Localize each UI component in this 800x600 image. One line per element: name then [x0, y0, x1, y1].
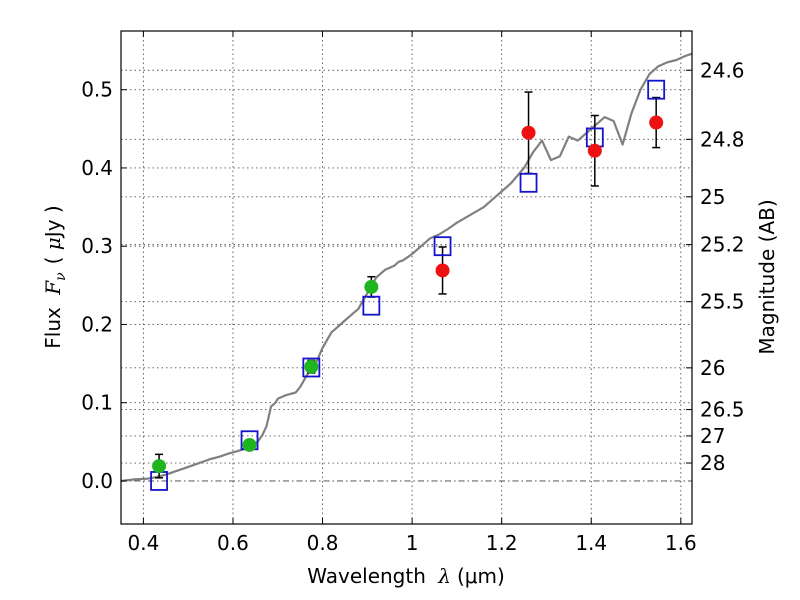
x-tick-label: 0.4	[127, 531, 159, 555]
model-spectrum-line	[121, 52, 692, 483]
flux-point	[364, 279, 379, 294]
model-photometry-square	[647, 79, 666, 100]
x-tick-label: 1.2	[486, 531, 518, 555]
observed-flux-points	[152, 115, 664, 474]
flux-point	[649, 115, 664, 130]
flux-point	[435, 263, 450, 278]
flux-point	[521, 125, 536, 140]
y-tick-label: 0.4	[81, 156, 113, 180]
y-tick-label: 0.0	[81, 469, 113, 493]
model-photometry-square	[433, 236, 452, 257]
mag-tick-label: 24.8	[700, 127, 745, 151]
model-photometry-square	[302, 357, 321, 378]
x-tick-label: 0.8	[307, 531, 339, 555]
y-axis-label: Flux Fν( μJy )	[41, 205, 69, 348]
mag-tick-label: 24.6	[700, 58, 745, 82]
y-tick-label: 0.3	[81, 234, 113, 258]
mag-tick-label: 26	[700, 356, 725, 380]
flux-point	[242, 437, 257, 452]
mag-tick-label: 28	[700, 451, 725, 475]
error-bars	[155, 91, 661, 479]
y-tick-labels: 0.0 0.1 0.2 0.3 0.4 0.5	[81, 78, 113, 493]
flux-point	[304, 359, 319, 374]
y-tick-label: 0.5	[81, 78, 113, 102]
x-axis-label: Wavelength λ (μm)	[307, 564, 505, 588]
y-tick-label: 0.2	[81, 312, 113, 336]
model-photometry-square	[362, 295, 381, 316]
x-tick-labels: 0.4 0.6 0.8 1 1.2 1.4 1.6	[127, 531, 696, 555]
grid	[121, 31, 692, 524]
y2-axis-label: Magnitude (AB)	[755, 199, 779, 354]
x-tick-label: 1.6	[665, 531, 697, 555]
mag-tick-label: 25	[700, 185, 725, 209]
mag-tick-label: 25.2	[700, 233, 745, 257]
magnitude-tick-labels: 24.6 24.8 25 25.2 25.5 26 26.527 28	[700, 58, 745, 475]
y-tick-label: 0.1	[81, 391, 113, 415]
mag-tick-label: 26.5	[700, 398, 745, 422]
mag-tick-label: 25.5	[700, 290, 745, 314]
plot-frame	[120, 30, 693, 525]
axis-ticks	[121, 31, 692, 524]
x-tick-label: 1.4	[575, 531, 607, 555]
x-tick-label: 1	[406, 531, 419, 555]
model-photometry-square	[519, 172, 538, 193]
mag-tick-label: 27	[700, 424, 725, 448]
model-photometry-squares	[150, 79, 666, 491]
x-tick-label: 0.6	[217, 531, 249, 555]
flux-point	[587, 143, 602, 158]
flux-point	[152, 459, 167, 474]
